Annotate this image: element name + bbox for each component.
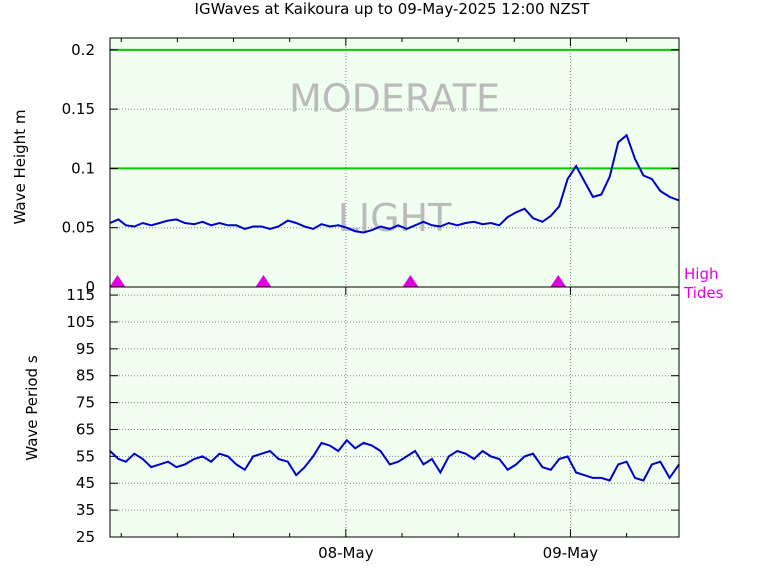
high-tide-marker	[402, 275, 419, 287]
threshold-lines	[110, 48, 679, 170]
high-tide-markers	[109, 275, 567, 287]
band-label-light: LIGHT	[338, 196, 452, 240]
chart-title: IGWaves at Kaikoura up to 09-May-2025 12…	[195, 0, 591, 18]
period-y-tick-label: 25	[76, 528, 95, 546]
wave-height-series-line	[109, 133, 680, 234]
height-y-tick-label: 0.05	[62, 219, 95, 237]
period-plot-area	[110, 287, 679, 537]
period-y-tick-label: 85	[76, 367, 95, 385]
high-tides-label-line2: Tides	[683, 284, 724, 302]
height-axis-ticks: 0 0.05 0.1 0.15 0.2	[62, 41, 679, 296]
band-label-moderate: MODERATE	[289, 76, 500, 120]
height-y-tick-label: 0.2	[71, 41, 95, 59]
height-y-tick-label: 0.1	[71, 159, 95, 177]
height-y-tick-label: 0.15	[62, 100, 95, 118]
height-y-axis-label: Wave Height m	[11, 110, 29, 225]
x-tick-label: 09-May	[543, 544, 599, 562]
period-y-tick-label: 115	[66, 286, 95, 304]
x-tick-label: 08-May	[318, 544, 374, 562]
period-y-tick-label: 105	[66, 313, 95, 331]
high-tides-label-line1: High	[684, 265, 718, 283]
period-y-tick-label: 65	[76, 420, 95, 438]
period-y-tick-label: 55	[76, 447, 95, 465]
period-y-tick-label: 45	[76, 474, 95, 492]
period-y-axis-label: Wave Period s	[23, 355, 41, 460]
wave-period-series-line	[109, 438, 680, 482]
high-tide-marker	[550, 275, 567, 287]
height-plot-area	[110, 38, 679, 287]
period-plot-border	[109, 286, 680, 538]
x-axis-ticks: 08-May 09-May	[120, 38, 628, 562]
period-y-tick-label: 35	[76, 501, 95, 519]
period-grid	[110, 287, 679, 537]
high-tide-marker	[255, 275, 272, 287]
height-y-tick-label: 0	[85, 278, 95, 296]
period-y-tick-label: 75	[76, 394, 95, 412]
period-axis-ticks: 25 35 45 55 65 75 85 95 105 115	[66, 286, 679, 546]
period-y-tick-label: 95	[76, 340, 95, 358]
high-tide-marker	[109, 275, 126, 287]
